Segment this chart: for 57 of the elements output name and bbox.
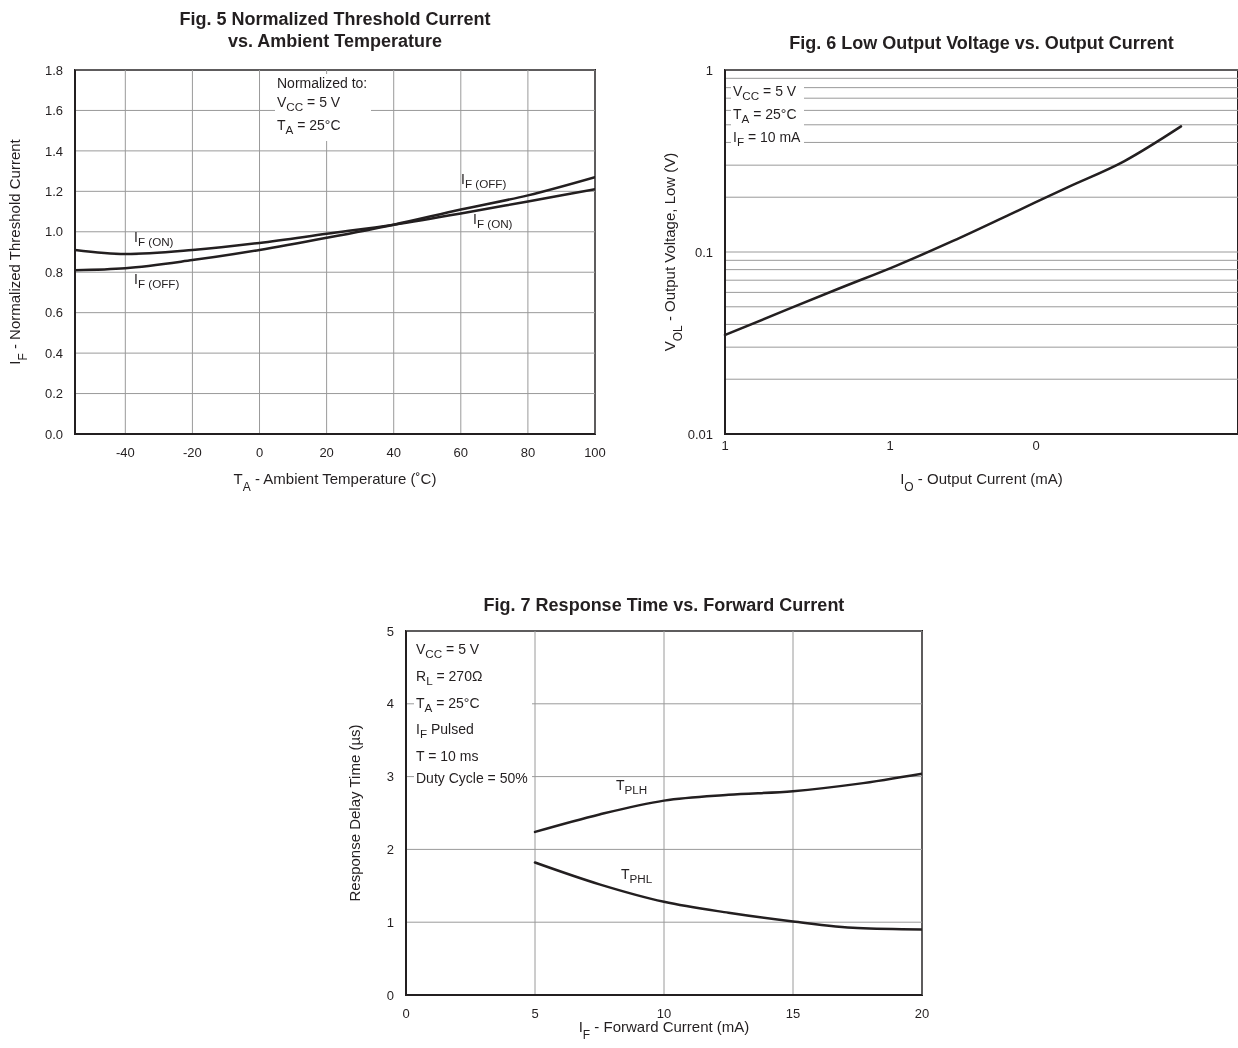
series-label: T$_{PHL}$ — [621, 865, 653, 887]
annotation: T$_{A}$ = 25°C — [277, 115, 342, 138]
y-tick-label: 1.2 — [44, 183, 63, 199]
y-tick-label: 2 — [386, 842, 394, 858]
y-tick-label: 0.0 — [44, 426, 63, 442]
series-label: I$_{F (OFF)}$ — [134, 270, 180, 292]
y-tick-label: 0.6 — [44, 305, 63, 321]
annotation: V$_{CC}$ = 5 V — [277, 93, 342, 115]
y-tick-label: 0.8 — [44, 264, 63, 280]
x-tick-label: 40 — [386, 445, 401, 461]
y-tick-label: 3 — [386, 769, 394, 785]
y-tick-label: 1.6 — [44, 103, 63, 119]
y-tick-label: 4 — [386, 696, 394, 712]
x-tick-label: 15 — [785, 1006, 801, 1022]
series-label: I$_{F (ON)}$ — [473, 210, 513, 232]
text: I$_{F (OFF)}$ — [461, 171, 507, 190]
x-tick-label: 20 — [914, 1006, 930, 1022]
x-tick-label: -40 — [115, 445, 135, 461]
y-tick-label: 1 — [705, 62, 713, 78]
annotation: T$_{A}$ = 25°C — [733, 104, 798, 127]
annotation: T = 10 ms — [416, 747, 480, 767]
annotation: Normalized to: — [277, 74, 368, 93]
series-label: T$_{PLH}$ — [616, 776, 648, 798]
x-tick-label: 0 — [255, 445, 264, 461]
text: 1 — [885, 438, 895, 453]
x-tick-label: 20 — [319, 445, 334, 461]
y-tick-label: 0.2 — [44, 386, 63, 402]
annotation: T$_{A}$ = 25°C — [416, 693, 481, 716]
annotation: V$_{CC}$ = 5 V — [416, 640, 481, 662]
annotation: I$_{F}$ Pulsed — [416, 720, 475, 743]
y-tick-label: 1 — [386, 914, 394, 930]
x-tick-label: 0 — [402, 1006, 410, 1022]
chart-title: Fig. 7 Response Time vs. Forward Current — [482, 594, 846, 616]
y-tick-label: 0.01 — [687, 426, 713, 442]
x-tick-label: -20 — [183, 445, 202, 461]
y-tick-label: 0 — [386, 987, 394, 1003]
x-tick-label: 80 — [520, 445, 536, 461]
text: I$_{F (ON)}$ — [134, 229, 174, 248]
x-axis-title: T$_{A}$ - Ambient Temperature (˚C) — [233, 470, 437, 494]
x-tick-label: 5 — [531, 1006, 539, 1022]
annotation: R$_{L}$ = 270Ω — [416, 666, 484, 689]
annotation: V$_{CC}$ = 5 V — [733, 82, 798, 104]
y-tick-label: 1.0 — [44, 224, 63, 240]
y-tick-label: 5 — [386, 623, 394, 639]
y-tick-label: 1.8 — [44, 62, 63, 78]
y-tick-label: 0.1 — [694, 244, 713, 260]
x-axis-title: I$_{O}$ - Output Current (mA) — [900, 470, 1063, 494]
chart-title: Fig. 5 Normalized Threshold Current vs. Ambient Temperature — [178, 8, 492, 52]
text: 1 — [721, 438, 729, 453]
y-tick-label: 0.4 — [44, 345, 63, 361]
annotation: I$_{F}$ = 10 mA — [733, 127, 801, 150]
annotation: Duty Cycle = 50% — [416, 769, 528, 789]
y-tick-label: 1.4 — [44, 143, 63, 159]
y-axis-title: Response Delay Time (µs) — [346, 724, 363, 902]
x-tick-label: 100 — [584, 445, 606, 461]
chart-title: Fig. 6 Low Output Voltage vs. Output Current — [788, 32, 1175, 54]
x-tick-label: 60 — [453, 445, 469, 461]
